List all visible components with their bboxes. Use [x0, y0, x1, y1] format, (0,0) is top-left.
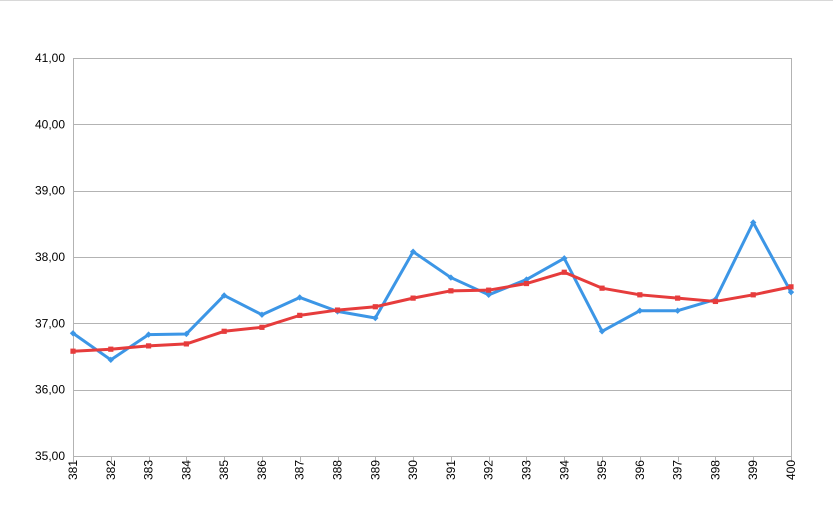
data-point: [258, 311, 266, 318]
x-tick-label: 400: [784, 460, 798, 480]
x-tick-label: 395: [595, 460, 609, 480]
data-point: [183, 341, 189, 347]
data-point: [788, 284, 794, 290]
y-tick-label: 37,00: [35, 316, 65, 330]
x-tick-label: 385: [217, 460, 231, 480]
data-point: [674, 307, 681, 314]
data-point: [561, 269, 567, 275]
data-point: [523, 280, 530, 287]
data-point: [448, 288, 454, 294]
data-point: [220, 292, 228, 299]
x-tick-label: 383: [142, 460, 156, 480]
y-tick-label: 36,00: [35, 383, 65, 397]
y-tick-label: 38,00: [35, 250, 65, 264]
data-point: [599, 285, 605, 291]
data-point: [69, 330, 77, 337]
y-tick-label: 40,00: [35, 117, 65, 131]
x-tick-label: 393: [519, 460, 533, 480]
x-tick-label: 381: [66, 460, 80, 480]
data-point: [108, 346, 114, 352]
y-tick-label: 39,00: [35, 184, 65, 198]
data-point: [372, 314, 379, 322]
series-layer: [69, 219, 795, 364]
data-point: [598, 328, 606, 335]
data-point: [297, 312, 303, 318]
series-1: [69, 219, 795, 364]
x-tick-label: 391: [444, 460, 458, 480]
series-1-line: [71, 221, 793, 362]
data-point: [523, 276, 530, 283]
series-2-line: [71, 270, 793, 353]
y-axis-tick-labels: 35,00 36,00 37,00 38,00 39,00 40,00 41,00: [35, 51, 65, 463]
data-point: [107, 356, 114, 364]
data-point: [447, 274, 455, 281]
x-tick-label: 396: [633, 460, 647, 480]
data-point: [372, 304, 378, 310]
x-tick-label: 384: [179, 460, 193, 480]
x-tick-label: 394: [557, 460, 571, 480]
x-tick-label: 382: [104, 460, 118, 480]
data-point: [409, 248, 417, 255]
axes: [73, 58, 792, 462]
x-axis-tick-labels: 381 382 383 384 385 386 387 388 389 390 391 392 393 3…: [66, 460, 798, 480]
data-point: [145, 331, 152, 338]
x-tick-label: 390: [406, 460, 420, 480]
data-point: [486, 287, 492, 293]
data-point: [221, 328, 227, 334]
data-point: [70, 348, 76, 354]
data-point: [750, 292, 756, 298]
data-point: [787, 288, 795, 296]
x-tick-label: 392: [482, 460, 496, 480]
series-2: [70, 269, 794, 354]
x-tick-label: 388: [331, 460, 345, 480]
data-point: [485, 291, 492, 299]
x-tick-label: 397: [671, 460, 685, 480]
x-tick-label: 386: [255, 460, 269, 480]
data-point: [410, 295, 416, 301]
x-tick-label: 389: [368, 460, 382, 480]
data-point: [712, 298, 719, 305]
data-point: [675, 295, 681, 301]
data-point: [637, 292, 643, 298]
data-point: [259, 324, 265, 330]
gridlines: [73, 58, 791, 457]
y-tick-label: 35,00: [35, 449, 65, 463]
x-tick-label: 399: [746, 460, 760, 480]
data-point: [145, 343, 152, 349]
data-point: [636, 307, 644, 314]
x-tick-label: 398: [708, 460, 722, 480]
data-point: [334, 307, 341, 313]
data-point: [561, 255, 568, 262]
data-point: [183, 330, 190, 338]
x-tick-label: 387: [293, 460, 307, 480]
data-point: [750, 219, 757, 226]
y-tick-label: 41,00: [35, 51, 65, 65]
data-point: [296, 294, 303, 301]
